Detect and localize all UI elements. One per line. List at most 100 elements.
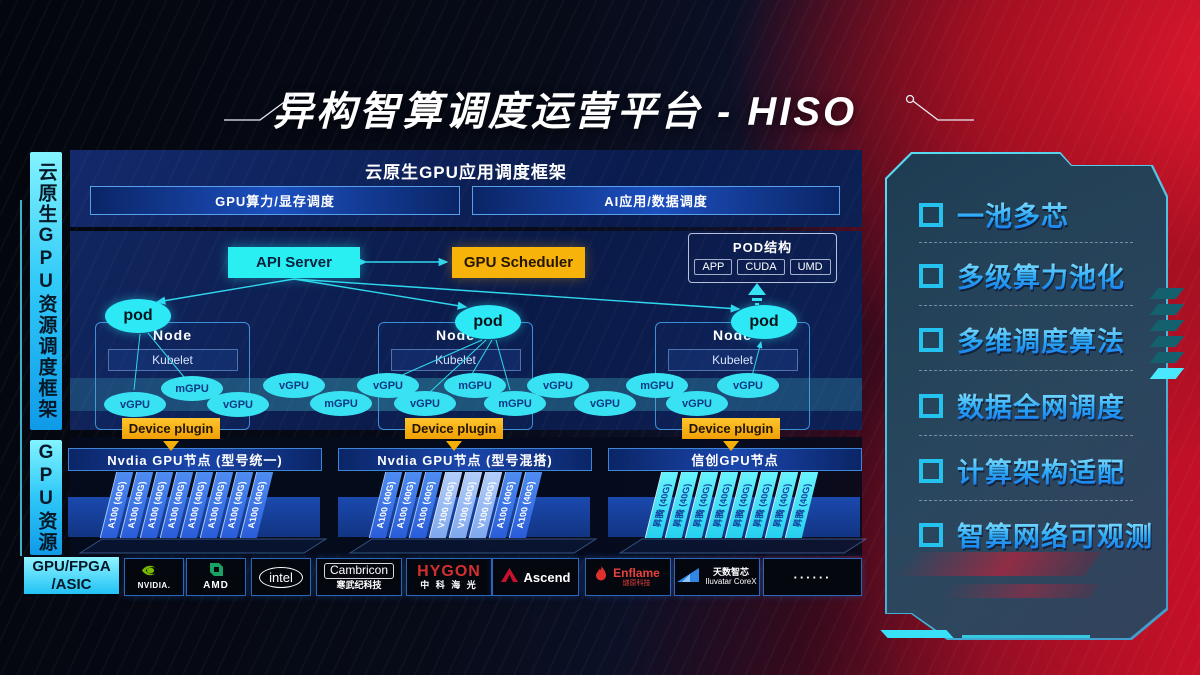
feature-item: 智算网络可观测: [919, 515, 1153, 554]
device-plugin-box: Device plugin: [405, 418, 503, 439]
gpu-node-section-title: Nvdia GPU节点 (型号混搭): [338, 448, 592, 471]
feature-separator: [919, 242, 1133, 243]
cyan-accent-line: [962, 635, 1090, 638]
feature-separator: [919, 370, 1133, 371]
kubelet-bar: Kubelet: [390, 349, 521, 371]
vendor-box-dots: ······: [763, 558, 862, 596]
device-plugin-down-arrow: [723, 441, 739, 451]
amd-icon: [209, 562, 223, 581]
checkbox-bullet-icon: [919, 522, 943, 547]
api-server-box: API Server: [228, 247, 360, 278]
vgpu-ellipse: vGPU: [717, 373, 779, 398]
feature-label: 数据全网调度: [957, 386, 1125, 425]
vgpu-ellipse: vGPU: [666, 391, 728, 416]
feature-separator: [919, 500, 1133, 501]
mgpu-ellipse: mGPU: [484, 391, 546, 416]
device-plugin-box: Device plugin: [122, 418, 220, 439]
ai-data-scheduling-bar: AI应用/数据调度: [472, 186, 840, 215]
kubelet-bar: Kubelet: [107, 349, 238, 371]
pod-structure-item: UMD: [789, 259, 831, 275]
mgpu-ellipse: mGPU: [310, 391, 372, 416]
vendor-name: NVIDIA.: [137, 581, 171, 591]
feature-item: 计算架构适配: [919, 451, 1125, 490]
feature-separator: [919, 305, 1133, 306]
checkbox-bullet-icon: [919, 393, 943, 418]
mgpu-ellipse: mGPU: [626, 373, 688, 398]
vendor-sub: Iluvatar CoreX: [705, 576, 757, 586]
feature-item: 多级算力池化: [919, 256, 1125, 295]
vgpu-ellipse: vGPU: [104, 392, 166, 417]
feature-item: 数据全网调度: [919, 386, 1125, 425]
vendor-box-ascend: Ascend: [492, 558, 579, 596]
pod-structure-items: APP CUDA UMD: [689, 259, 836, 275]
vgpu-ellipse: vGPU: [207, 392, 269, 417]
vendor-sub: 中 科 海 光: [420, 579, 478, 590]
feature-label: 一池多芯: [957, 195, 1069, 234]
vendor-name: ······: [793, 569, 832, 585]
vgpu-ellipse: vGPU: [394, 391, 456, 416]
vendor-box-iluvatar: 天数智芯 Iluvatar CoreX: [674, 558, 760, 596]
red-streak-decoration: [940, 584, 1100, 598]
sidebar-framework-label: 云原生GPU资源调度框架: [30, 152, 62, 430]
pod-structure-title: POD结构: [732, 240, 793, 255]
vendor-name: AMD: [203, 580, 229, 592]
hash-marks-decoration: [1149, 288, 1185, 384]
left-accent-line: [20, 200, 22, 556]
device-plugin-down-arrow: [163, 441, 179, 451]
pod-structure-item: CUDA: [737, 259, 785, 275]
pod-ellipse: pod: [105, 299, 171, 333]
sidebar-gpu-resource-label: GPU资源: [30, 440, 62, 555]
vendor-box-hygon: HYGON 中 科 海 光: [406, 558, 492, 596]
gpu-compute-scheduling-bar: GPU算力/显存调度: [90, 186, 460, 215]
vgpu-ellipse: vGPU: [527, 373, 589, 398]
checkbox-bullet-icon: [919, 458, 943, 483]
feature-label: 多级算力池化: [957, 256, 1125, 295]
vendor-name: Cambricon: [323, 563, 395, 579]
vendor-box-enflame: Enflame 燧原科技: [585, 558, 671, 596]
vendor-sub: 寒武纪科技: [336, 579, 382, 590]
vendor-name: Enflame: [613, 565, 660, 580]
gpu-node-section-title: Nvdia GPU节点 (型号统一): [68, 448, 322, 471]
vendor-box-amd: AMD: [186, 558, 246, 596]
device-plugin-down-arrow: [446, 441, 462, 451]
red-streak-decoration: [894, 552, 1101, 576]
vendor-name: HYGON: [417, 563, 481, 581]
hardware-line2: /ASIC: [51, 575, 92, 593]
feature-separator: [919, 435, 1133, 436]
vendor-name: 天数智芯: [712, 566, 749, 577]
feature-label: 多维调度算法: [957, 320, 1125, 359]
vgpu-ellipse: vGPU: [574, 391, 636, 416]
iluvatar-icon: [677, 567, 700, 587]
feature-item: 多维调度算法: [919, 320, 1125, 359]
feature-label: 智算网络可观测: [957, 515, 1153, 554]
sidebar-hardware-label: GPU/FPGA /ASIC: [24, 557, 119, 594]
hardware-line1: GPU/FPGA: [32, 558, 111, 576]
ascend-icon: [500, 567, 518, 587]
pod-ellipse: pod: [731, 305, 797, 339]
checkbox-bullet-icon: [919, 263, 943, 288]
vgpu-ellipse: vGPU: [263, 373, 325, 398]
nvidia-icon: [140, 563, 168, 583]
vendor-box-nvidia: NVIDIA.: [124, 558, 184, 596]
feature-item: 一池多芯: [919, 195, 1069, 234]
vendor-name: intel: [259, 566, 303, 588]
pod-ellipse: pod: [455, 305, 521, 339]
pod-structure-box: POD结构 APP CUDA UMD: [688, 233, 837, 283]
gpu-node-section-title: 信创GPU节点: [608, 448, 862, 471]
device-plugin-box: Device plugin: [682, 418, 780, 439]
gpu-scheduler-box: GPU Scheduler: [452, 247, 585, 278]
checkbox-bullet-icon: [919, 202, 943, 227]
feature-label: 计算架构适配: [957, 451, 1125, 490]
page-title: 异构智算调度运营平台 - HISO: [272, 90, 858, 134]
cyan-accent-bar: [880, 630, 954, 638]
vendor-sub: 燧原科技: [622, 579, 651, 587]
pod-structure-item: APP: [694, 259, 733, 275]
enflame-icon: [596, 566, 607, 588]
vendor-box-cambricon: Cambricon 寒武纪科技: [316, 558, 402, 596]
scheduling-panel-header: 云原生GPU应用调度框架: [365, 163, 567, 182]
checkbox-bullet-icon: [919, 327, 943, 352]
vendor-box-intel: intel: [251, 558, 311, 596]
vendor-name: Ascend: [523, 569, 571, 585]
kubelet-bar: Kubelet: [667, 349, 798, 371]
